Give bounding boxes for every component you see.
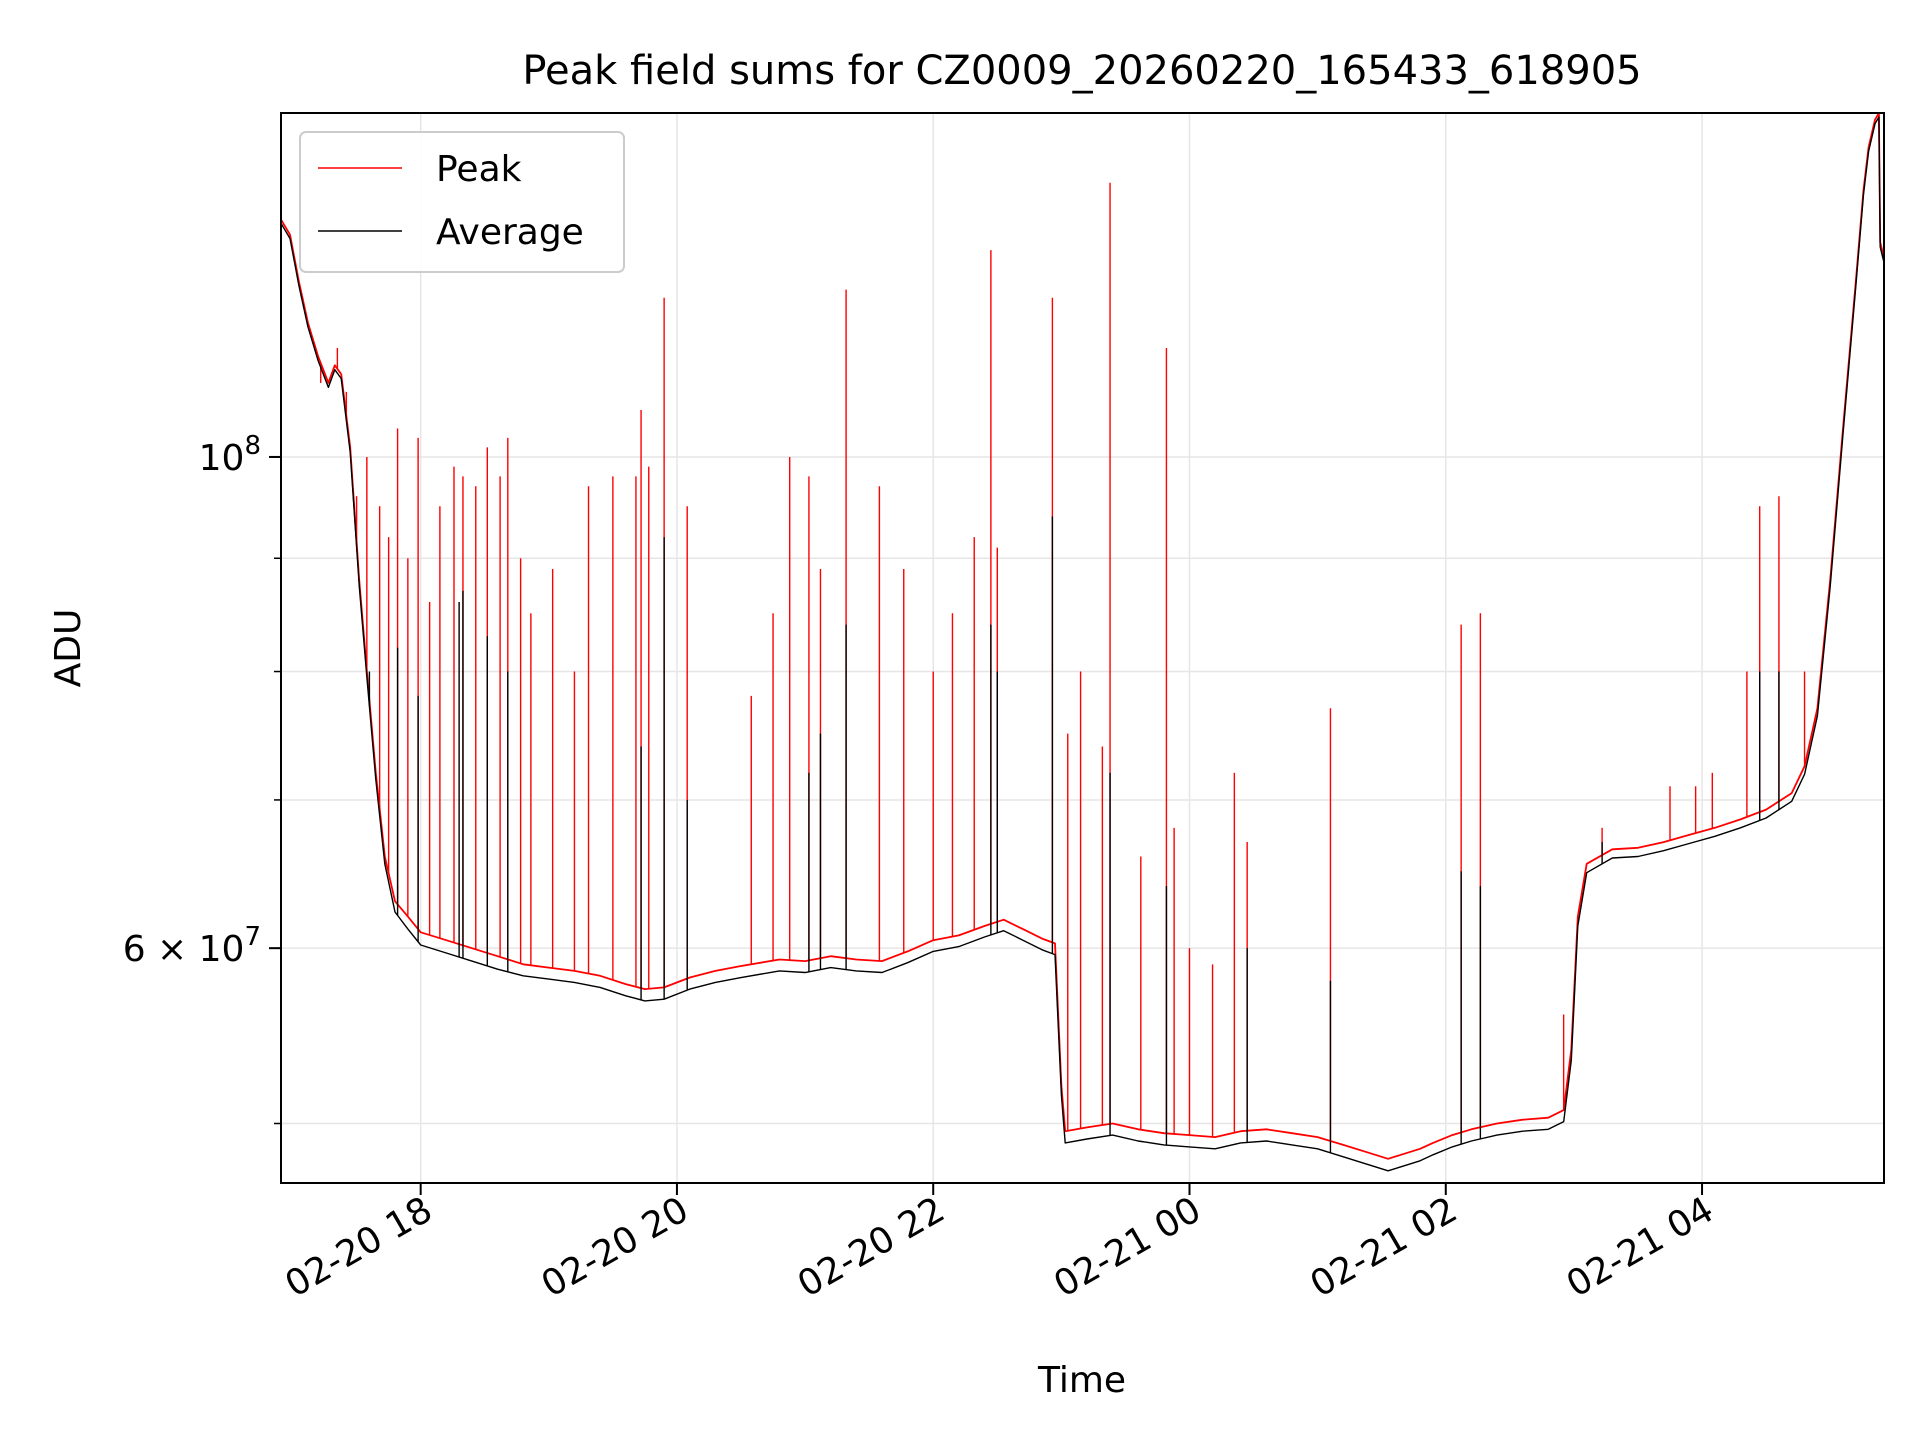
legend-average-label: Average [436,212,584,253]
plot-frame [280,112,1885,1184]
x-axis-label: Time [1037,1360,1126,1401]
y-tick-label-base: 6 × 10 [123,929,245,970]
y-tick-label-exponent: 8 [244,431,261,461]
legend-peak-label: Peak [436,149,522,190]
peak-series-line [280,112,1885,1160]
y-tick-label-base: 10 [199,438,245,479]
series-layer [280,112,1885,1172]
average-series-line [280,116,1885,1172]
y-axis: 6 × 107 108 [123,431,281,1125]
y-axis-label: ADU [48,609,89,688]
chart-title: Peak field sums for CZ0009_20260220_1654… [522,48,1641,94]
legend: Peak Average [299,131,625,273]
y-tick-label: 108 [199,431,261,479]
y-tick-label-exponent: 7 [244,922,261,952]
legend-box [299,131,625,273]
grid-lines [281,113,1884,1183]
y-tick-label: 6 × 107 [123,922,261,970]
